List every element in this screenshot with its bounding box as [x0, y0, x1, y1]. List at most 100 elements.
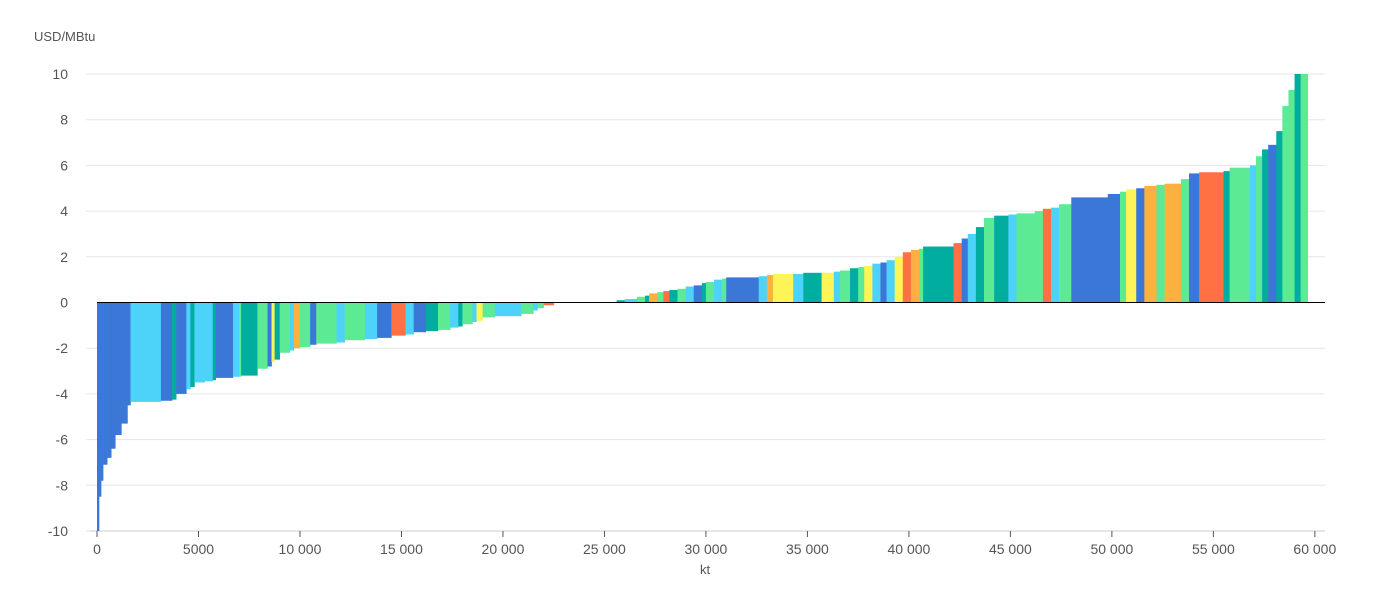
bar — [1255, 156, 1263, 303]
bar — [714, 279, 723, 303]
bar — [1294, 74, 1301, 303]
bar — [1282, 105, 1289, 303]
bar — [99, 302, 102, 497]
bar — [677, 288, 686, 303]
bar — [241, 302, 258, 376]
bar — [293, 302, 301, 349]
bar — [186, 302, 191, 390]
bar — [886, 260, 895, 303]
bar — [1059, 204, 1072, 303]
bar — [663, 291, 670, 303]
bar — [462, 302, 473, 325]
bar — [458, 302, 463, 327]
bar — [1034, 211, 1044, 303]
bar — [833, 271, 841, 303]
bar — [766, 275, 774, 303]
x-tick-label: 20 000 — [482, 541, 525, 557]
bar — [204, 302, 213, 382]
bar — [1144, 185, 1157, 303]
bar — [984, 217, 995, 303]
bar — [772, 273, 794, 303]
bar — [910, 249, 920, 303]
y-tick-label: -8 — [56, 477, 69, 493]
bar — [1107, 193, 1121, 303]
bar — [1042, 208, 1052, 303]
bar — [482, 302, 496, 318]
bar — [894, 256, 904, 303]
bar — [649, 293, 658, 303]
bar — [636, 296, 646, 303]
bar — [391, 302, 406, 336]
y-tick-label: -6 — [56, 432, 69, 448]
bar — [919, 248, 924, 303]
bar — [103, 302, 108, 465]
bar — [274, 302, 280, 360]
y-tick-label: 10 — [52, 66, 68, 82]
bar — [111, 302, 116, 449]
bar — [1288, 89, 1295, 303]
bar — [101, 302, 104, 481]
bar — [194, 302, 205, 383]
bar — [1189, 173, 1200, 303]
bar — [472, 302, 477, 322]
bar — [758, 276, 768, 303]
x-tick-label: 50 000 — [1090, 541, 1133, 557]
bar — [450, 302, 459, 328]
bar — [537, 302, 544, 309]
y-tick-label: -4 — [56, 386, 69, 402]
bar — [364, 302, 378, 340]
bar — [994, 215, 1009, 303]
bar — [476, 302, 483, 321]
bar — [115, 302, 122, 436]
x-tick-label: 30 000 — [685, 541, 728, 557]
bar — [299, 302, 311, 348]
bar — [1050, 207, 1060, 303]
x-tick-labels: 0 5000 10 000 15 000 20 000 25 000 30 000 35 00… — [93, 531, 1336, 557]
bars — [97, 74, 1309, 531]
gridlines — [86, 73, 1325, 532]
bar — [705, 281, 715, 303]
bar — [685, 286, 695, 303]
y-tick-label: 0 — [60, 295, 68, 311]
bar — [1071, 197, 1109, 303]
bar — [967, 233, 977, 303]
bar — [1016, 213, 1036, 303]
bar — [953, 243, 962, 303]
bar — [543, 302, 554, 306]
bar — [377, 302, 392, 338]
bar — [1126, 189, 1137, 303]
bar — [344, 302, 366, 341]
bar — [872, 263, 881, 303]
bar — [107, 302, 112, 458]
bar — [793, 273, 804, 303]
bar — [1119, 191, 1127, 303]
bar — [316, 302, 337, 344]
bar — [1008, 214, 1017, 303]
bar — [1136, 188, 1145, 303]
bar — [437, 302, 451, 330]
y-tick-label: -2 — [56, 340, 69, 356]
bar — [726, 277, 759, 303]
x-tick-label: 5000 — [183, 541, 214, 557]
bar — [645, 295, 650, 303]
x-tick-label: 15 000 — [380, 541, 423, 557]
bar — [521, 302, 534, 314]
bar — [821, 272, 835, 303]
bar — [803, 272, 822, 303]
x-tick-label: 55 000 — [1192, 541, 1235, 557]
bar — [1156, 184, 1165, 303]
y-tick-label: 6 — [60, 157, 68, 173]
bar — [279, 302, 291, 353]
bar — [212, 302, 217, 381]
bar — [1268, 144, 1277, 303]
y-tick-label: 2 — [60, 249, 68, 265]
bar — [1300, 74, 1309, 303]
bar — [172, 302, 177, 400]
bar — [1276, 131, 1283, 303]
bar — [902, 252, 912, 303]
bar — [616, 300, 626, 303]
bar — [413, 302, 427, 333]
bar — [722, 278, 727, 303]
bar — [961, 238, 969, 303]
